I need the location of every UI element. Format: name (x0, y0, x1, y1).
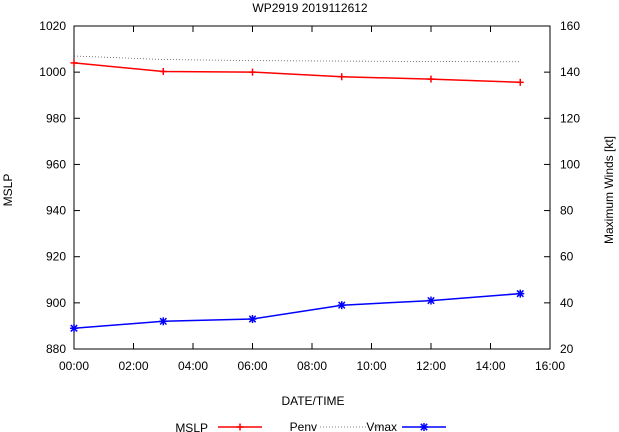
star-marker (70, 324, 78, 333)
y-tick-label: 880 (46, 342, 66, 356)
x-axis-label: DATE/TIME (281, 394, 344, 408)
plot-frame (73, 25, 551, 350)
y2-tick-label: 60 (560, 250, 574, 264)
legend-penv-label: Penv (290, 420, 317, 432)
y-tick-label: 940 (46, 204, 66, 218)
plus-marker (516, 78, 524, 86)
legend: MSLP Penv Vmax (175, 420, 446, 432)
chart-title: WP2919 2019112612 (252, 1, 368, 15)
series-line-penv (73, 62, 521, 84)
star-marker (420, 423, 428, 431)
star-marker (427, 296, 435, 305)
plus-marker (338, 73, 346, 81)
y-tick-label: 1020 (39, 19, 66, 33)
x-tick-label: 10:00 (356, 359, 386, 373)
plus-marker (159, 67, 167, 75)
y-tick-label: 960 (46, 157, 66, 171)
x-tick-label: 06:00 (237, 359, 267, 373)
plus-marker (236, 423, 244, 431)
x-tick-label: 02:00 (118, 359, 148, 373)
y2-tick-label: 80 (560, 204, 574, 218)
y2-tick-label: 120 (560, 111, 580, 125)
y-tick-label: 920 (46, 250, 66, 264)
series-line-dotted (73, 55, 521, 63)
legend-title: MSLP (175, 421, 208, 432)
x-tick-label: 00:00 (59, 359, 89, 373)
star-marker (248, 315, 257, 324)
y-tick-label: 980 (46, 111, 66, 125)
x-tick-label: 16:00 (535, 359, 565, 373)
x-tick-label: 12:00 (416, 359, 446, 373)
y2-tick-label: 160 (560, 19, 580, 33)
x-tick-label: 04:00 (178, 359, 208, 373)
x-tick-label: 08:00 (297, 359, 327, 373)
series-line-vmax (73, 292, 521, 329)
y-axis-label: MSLP (1, 174, 15, 207)
star-marker (159, 317, 168, 326)
legend-vmax-label: Vmax (366, 420, 397, 432)
y2-axis-label: Maximum Winds [kt] (602, 136, 616, 244)
plus-marker (249, 68, 256, 76)
y-tick-label: 1000 (39, 65, 66, 79)
y2-tick-label: 20 (560, 342, 574, 356)
y2-tick-label: 140 (560, 65, 580, 79)
star-marker (516, 289, 525, 298)
x-tick-label: 14:00 (475, 359, 505, 373)
y2-tick-label: 100 (560, 157, 580, 171)
plus-marker (70, 59, 78, 67)
plus-marker (427, 75, 435, 83)
star-marker (337, 301, 346, 310)
y2-tick-label: 40 (560, 296, 574, 310)
y-tick-label: 900 (46, 296, 66, 310)
